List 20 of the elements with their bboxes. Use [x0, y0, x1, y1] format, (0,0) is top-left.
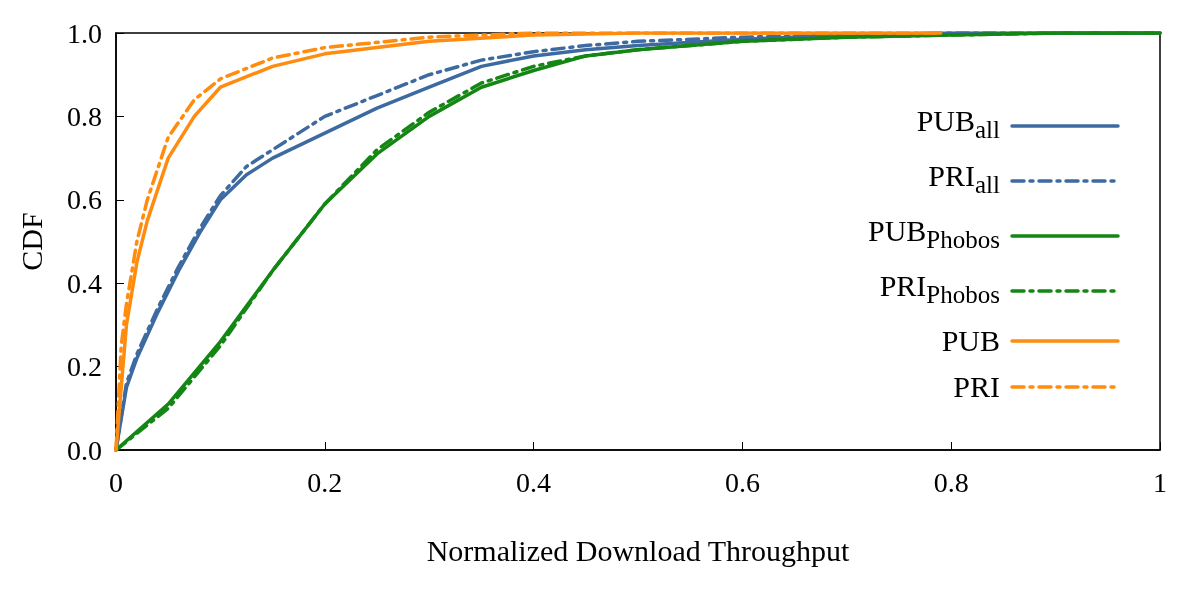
y-axis-title: CDF [14, 212, 48, 271]
x-tick-label: 0.6 [724, 466, 760, 498]
y-tick-label: 0.4 [67, 267, 102, 299]
y-tick-label: 0.8 [67, 100, 102, 132]
legend-label: PRI$_{all}$ [928, 158, 1000, 200]
legend-label: PRI$_{Phobos}$ [879, 268, 1000, 310]
y-tick-label: 0.2 [67, 351, 102, 383]
y-tick-label: 1.0 [67, 17, 102, 49]
x-tick-label: 0 [109, 466, 123, 498]
y-tick-label: 0.0 [67, 434, 102, 466]
legend-label: PUB$_{Phobos}$ [868, 213, 1000, 255]
x-tick-label: 0.2 [307, 466, 343, 498]
legend-label: PRI [953, 369, 1000, 405]
x-axis-title: Normalized Download Throughput [426, 533, 851, 567]
x-tick-label: 0.8 [933, 466, 969, 498]
x-tick-label: 0.4 [516, 466, 552, 498]
legend-label: PUB$_{all}$ [916, 103, 1000, 145]
x-tick-label: 1 [1153, 466, 1167, 498]
legend-label: PUB [941, 323, 1000, 359]
y-tick-label: 0.6 [67, 184, 102, 216]
